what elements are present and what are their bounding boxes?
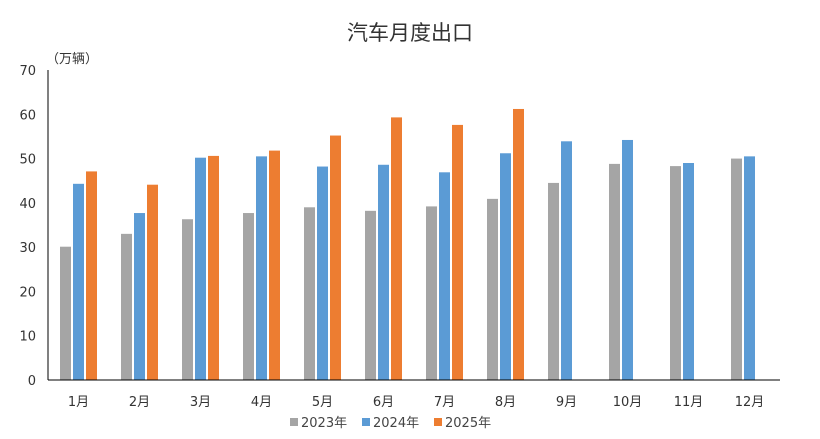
y-tick-label: 10 — [19, 330, 36, 345]
bar-2025年-8月 — [513, 108, 524, 380]
bar-2024年-1月 — [73, 183, 84, 380]
bar-2023年-4月 — [243, 213, 254, 380]
bar-2023年-10月 — [609, 163, 620, 380]
x-tick-label: 7月 — [434, 395, 455, 410]
bars — [60, 108, 755, 380]
x-axis: 1月 2月 3月 4月 5月 6月 7月 8月 9月 10月 11月 12月 — [68, 395, 764, 410]
bar-2023年-3月 — [182, 219, 193, 380]
bar-2023年-11月 — [670, 166, 681, 380]
bar-2023年-1月 — [60, 246, 71, 380]
y-tick-label: 70 — [19, 64, 36, 79]
bar-2024年-8月 — [500, 153, 511, 380]
legend-label: 2023年 — [301, 416, 347, 431]
bar-2024年-10月 — [622, 139, 633, 380]
y-tick-label: 20 — [19, 285, 36, 300]
y-tick-label: 0 — [28, 374, 36, 389]
bar-2024年-3月 — [195, 157, 206, 380]
x-tick-label: 9月 — [556, 395, 577, 410]
y-tick-label: 60 — [19, 108, 36, 123]
bar-2024年-12月 — [744, 156, 755, 380]
bar-2024年-2月 — [134, 213, 145, 380]
legend-swatch — [362, 418, 370, 426]
bar-2024年-11月 — [683, 163, 694, 380]
y-axis: 0 10 20 30 40 50 60 70 — [19, 64, 36, 389]
chart-title: 汽车月度出口 — [347, 21, 473, 45]
bar-2024年-6月 — [378, 164, 389, 380]
bar-2024年-4月 — [256, 156, 267, 380]
x-tick-label: 2月 — [129, 395, 150, 410]
x-tick-label: 11月 — [674, 395, 704, 410]
bar-2025年-7月 — [452, 124, 463, 380]
bar-2023年-9月 — [548, 182, 559, 380]
bar-2025年-1月 — [86, 171, 97, 380]
x-tick-label: 10月 — [613, 395, 643, 410]
x-tick-label: 5月 — [312, 395, 333, 410]
legend-swatch — [434, 418, 442, 426]
legend-label: 2024年 — [373, 416, 419, 431]
y-tick-label: 40 — [19, 197, 36, 212]
x-tick-label: 1月 — [68, 395, 89, 410]
x-tick-label: 4月 — [251, 395, 272, 410]
bar-2023年-7月 — [426, 206, 437, 380]
bar-2025年-3月 — [208, 155, 219, 380]
bar-2025年-6月 — [391, 117, 402, 380]
bar-2024年-7月 — [439, 172, 450, 380]
bar-2024年-9月 — [561, 141, 572, 380]
legend: 2023年 2024年 2025年 — [290, 416, 491, 431]
y-tick-label: 30 — [19, 241, 36, 256]
bar-2024年-5月 — [317, 166, 328, 380]
x-tick-label: 3月 — [190, 395, 211, 410]
legend-swatch — [290, 418, 298, 426]
y-axis-unit-label: （万辆） — [46, 52, 98, 67]
bar-2025年-5月 — [330, 135, 341, 380]
bar-2023年-2月 — [121, 233, 132, 380]
bar-2025年-4月 — [269, 150, 280, 380]
bar-2025年-2月 — [147, 184, 158, 380]
y-tick-label: 50 — [19, 153, 36, 168]
x-tick-label: 12月 — [735, 395, 765, 410]
bar-2023年-8月 — [487, 198, 498, 380]
bar-2023年-12月 — [731, 158, 742, 380]
x-tick-label: 8月 — [495, 395, 516, 410]
legend-label: 2025年 — [445, 416, 491, 431]
bar-2023年-6月 — [365, 210, 376, 380]
x-tick-label: 6月 — [373, 395, 394, 410]
bar-2023年-5月 — [304, 207, 315, 380]
